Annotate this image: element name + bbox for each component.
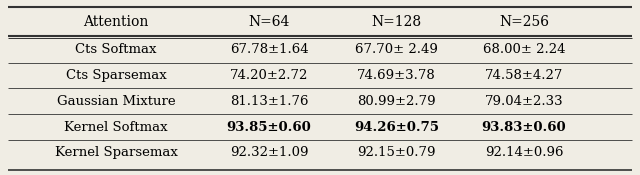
Text: Kernel Softmax: Kernel Softmax	[64, 121, 168, 134]
Text: 74.58±4.27: 74.58±4.27	[484, 69, 563, 82]
Text: 93.83±0.60: 93.83±0.60	[481, 121, 566, 134]
Text: 92.15±0.79: 92.15±0.79	[357, 146, 436, 159]
Text: 79.04±2.33: 79.04±2.33	[484, 95, 563, 108]
Text: Kernel Sparsemax: Kernel Sparsemax	[54, 146, 177, 159]
Text: N=256: N=256	[499, 15, 549, 29]
Text: 80.99±2.79: 80.99±2.79	[357, 95, 436, 108]
Text: N=128: N=128	[371, 15, 422, 29]
Text: Cts Sparsemax: Cts Sparsemax	[66, 69, 166, 82]
Text: 81.13±1.76: 81.13±1.76	[230, 95, 308, 108]
Text: Gaussian Mixture: Gaussian Mixture	[57, 95, 175, 108]
Text: 67.78±1.64: 67.78±1.64	[230, 43, 308, 56]
Text: 67.70± 2.49: 67.70± 2.49	[355, 43, 438, 56]
Text: 68.00± 2.24: 68.00± 2.24	[483, 43, 565, 56]
Text: 74.20±2.72: 74.20±2.72	[230, 69, 308, 82]
Text: 93.85±0.60: 93.85±0.60	[227, 121, 312, 134]
Text: Attention: Attention	[83, 15, 148, 29]
Text: 74.69±3.78: 74.69±3.78	[357, 69, 436, 82]
Text: 92.32±1.09: 92.32±1.09	[230, 146, 308, 159]
Text: 92.14±0.96: 92.14±0.96	[484, 146, 563, 159]
Text: N=64: N=64	[248, 15, 290, 29]
Text: 94.26±0.75: 94.26±0.75	[354, 121, 439, 134]
Text: Cts Softmax: Cts Softmax	[76, 43, 157, 56]
